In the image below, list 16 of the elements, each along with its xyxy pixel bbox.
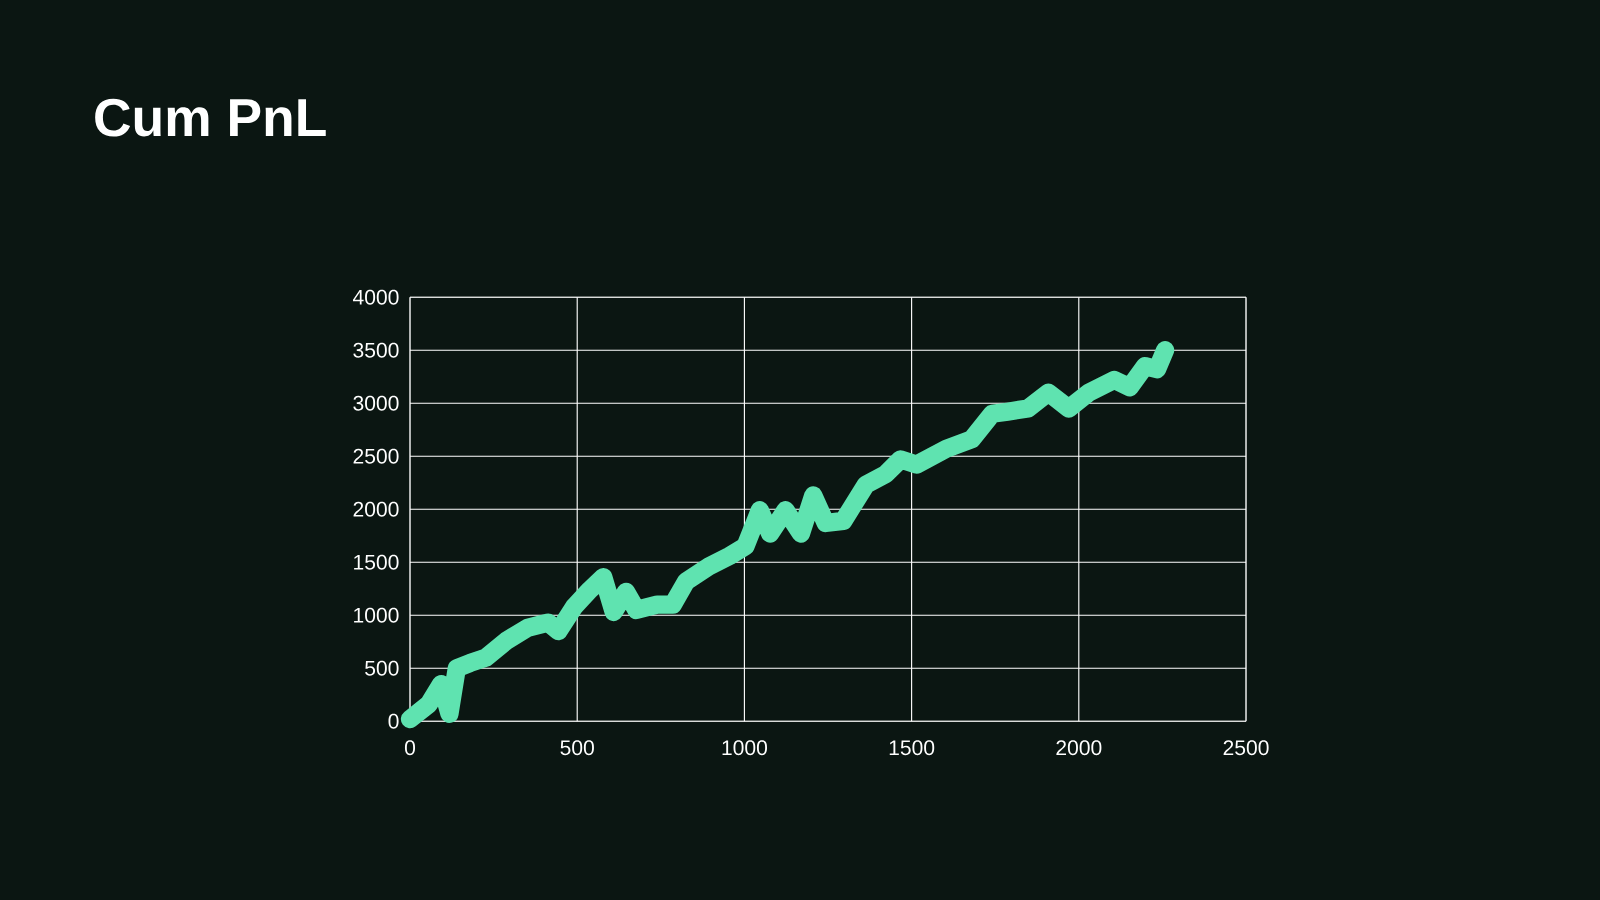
y-tick-label: 2000 xyxy=(353,501,399,517)
x-tick-label: 2000 xyxy=(1056,740,1102,756)
y-tick-label: 3500 xyxy=(353,342,399,358)
x-tick-label: 0 xyxy=(404,740,416,756)
y-tick-label: 1500 xyxy=(354,554,399,570)
y-tick-label: 2500 xyxy=(353,448,399,464)
y-tick-label: 1000 xyxy=(354,607,399,623)
x-tick-label: 2500 xyxy=(1223,740,1269,756)
y-tick-label: 0 xyxy=(388,713,399,729)
y-tick-label: 3000 xyxy=(353,395,399,411)
y-tick-label: 4000 xyxy=(352,289,399,305)
x-tick-label: 1500 xyxy=(889,740,935,756)
x-tick-label: 1000 xyxy=(722,740,768,756)
x-tick-label: 500 xyxy=(560,740,594,756)
chart-title: Cum PnL xyxy=(95,98,326,137)
y-tick-label: 500 xyxy=(365,660,399,676)
